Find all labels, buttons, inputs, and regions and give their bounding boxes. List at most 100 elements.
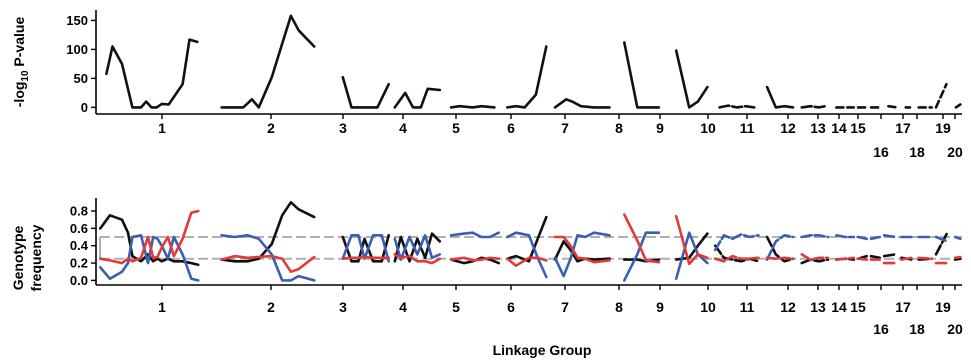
genotype-x-tick-label: 3	[339, 299, 347, 315]
pvalue-line-lg11	[765, 85, 795, 109]
pvalue-x-tick-label: 2	[267, 120, 275, 136]
genotype-x-tick-label: 9	[656, 299, 664, 315]
pvalue-line-lg5	[449, 104, 496, 109]
genotype-blue-line-lg10	[713, 233, 760, 252]
genotype-red-line-lg3	[341, 255, 390, 260]
pvalue-line-lg20	[954, 103, 962, 109]
genotype-black-line-lg1	[99, 214, 200, 267]
genotype-blue-line-lg8	[623, 231, 661, 282]
genotype-red-line-lg10	[713, 254, 760, 263]
pvalue-line-lg4	[393, 87, 442, 109]
genotype-blue-line-lg13	[835, 234, 856, 239]
genotype-black-line-lg4	[393, 232, 442, 263]
genotype-axes: 0.00.20.40.60.81 2 3 4 5 6 7 8 9 10 11 12 13 14 151617…	[70, 198, 963, 337]
pvalue-line-lg2	[220, 14, 316, 109]
genotype-x-tick-label: 13	[810, 299, 826, 315]
genotype-y-tick-label: 0.4	[70, 238, 89, 253]
genotype-blue-line-lg5	[449, 231, 500, 239]
genotype-x-tick-label: 15	[850, 299, 866, 315]
pvalue-x-tick-label: 11	[740, 120, 755, 136]
pvalue-line-lg19	[934, 82, 948, 109]
pvalue-line-lg10	[718, 104, 756, 109]
genotype-x-tick-label: 5	[452, 299, 460, 315]
genotype-x-tick-label: 8	[615, 299, 623, 315]
pvalue-ylabel-sub: 10	[20, 70, 31, 82]
genotype-red-line-lg1	[99, 209, 200, 265]
pvalue-line-lg3	[341, 75, 390, 109]
genotype-blue-line-lg9	[674, 231, 709, 280]
genotype-x-tick-label: 10	[700, 299, 716, 315]
genotype-y-tick-label: 0.6	[70, 221, 88, 236]
genotype-red-line-lg11	[765, 256, 795, 260]
genotype-black-line-lg3	[341, 234, 390, 263]
genotype-red-line-lg4	[393, 253, 442, 265]
pvalue-line-lg16	[887, 104, 899, 109]
genotype-y-tick-label: 0.8	[70, 204, 88, 219]
pvalue-x-tick-label: 17	[895, 120, 911, 136]
genotype-black-line-lg15	[869, 254, 881, 260]
genotype-x-tick-label: 17	[895, 299, 911, 315]
pvalue-x-tick-label: 1	[158, 120, 166, 136]
x-axis-title: Linkage Group	[493, 342, 592, 358]
pvalue-x-tick-label: 5	[452, 120, 460, 136]
genotype-x-tick-label: 11	[740, 299, 755, 315]
genotype-ylabel-line1: Genotype	[10, 226, 26, 291]
genotype-blue-line-lg1	[99, 234, 200, 282]
pvalue-x-tick-label: 8	[615, 120, 623, 136]
pvalue-x-tick-label: 6	[507, 120, 515, 136]
genotype-series	[99, 201, 962, 282]
genotype-red-line-lg20	[953, 255, 962, 260]
genotype-red-line-lg5	[449, 256, 500, 262]
genotype-red-line-lg14	[856, 257, 868, 261]
pvalue-x-tick-label: 7	[561, 120, 569, 136]
genotype-black-line-lg7	[553, 240, 611, 263]
genotype-red-line-lg17	[900, 256, 914, 261]
genotype-ylabel-line2: frequency	[28, 224, 44, 291]
pvalue-x-tick-label: 12	[780, 120, 796, 136]
pvalue-line-lg6	[506, 45, 548, 109]
pvalue-y-tick-label: 0	[81, 100, 88, 115]
genotype-black-line-lg2	[220, 201, 316, 263]
genotype-blue-line-lg4	[393, 234, 442, 261]
pvalue-x-tick-label: 14	[831, 120, 847, 136]
pvalue-y-tick-label: 150	[66, 13, 88, 28]
pvalue-line-lg8	[623, 41, 661, 109]
pvalue-line-lg9	[674, 49, 709, 109]
pvalue-x-tick-label: 3	[339, 120, 347, 136]
pvalue-series	[105, 14, 962, 109]
genotype-x-tick-label: 14	[831, 299, 847, 315]
genotype-red-line-lg9	[674, 214, 709, 266]
pvalue-x-tick-label: 9	[656, 120, 664, 136]
genotype-blue-line-lg19	[934, 235, 949, 243]
genotype-y-tick-label: 0.0	[70, 273, 88, 288]
genotype-red-line-lg18	[917, 256, 933, 260]
genotype-red-line-lg13	[835, 256, 856, 261]
pvalue-line-lg7	[553, 98, 611, 109]
genotype-blue-line-lg20	[953, 235, 962, 241]
genotype-red-line-lg6	[506, 256, 548, 267]
pvalue-y-tick-label: 100	[66, 42, 88, 57]
genotype-x-tick-label: 7	[561, 299, 569, 315]
genotype-x-tick-label: 19	[935, 299, 951, 315]
genotype-red-line-lg7	[553, 235, 611, 264]
genotype-x-tick-label: 20	[947, 321, 963, 337]
pvalue-ylabel-suffix: P-value	[11, 17, 27, 71]
genotype-blue-line-lg7	[553, 231, 611, 278]
genotype-black-line-lg12	[800, 258, 830, 265]
genotype-red-line-lg8	[623, 213, 661, 264]
genotype-panel: 0.00.20.40.60.81 2 3 4 5 6 7 8 9 10 11 12 13 14 151617…	[10, 198, 963, 337]
genotype-red-line-lg2	[220, 254, 316, 273]
pvalue-x-tick-label: 13	[810, 120, 826, 136]
pvalue-ylabel: -log10 P-value	[11, 17, 31, 108]
pvalue-x-tick-label: 18	[909, 144, 925, 160]
genotype-black-line-lg20	[953, 257, 962, 261]
genotype-blue-line-lg6	[506, 231, 548, 279]
pvalue-x-tick-label: 20	[947, 144, 963, 160]
pvalue-x-tick-label: 19	[935, 120, 951, 136]
genotype-x-tick-label: 12	[780, 299, 796, 315]
genotype-x-tick-label: 2	[267, 299, 275, 315]
pvalue-x-tick-label: 16	[873, 144, 889, 160]
